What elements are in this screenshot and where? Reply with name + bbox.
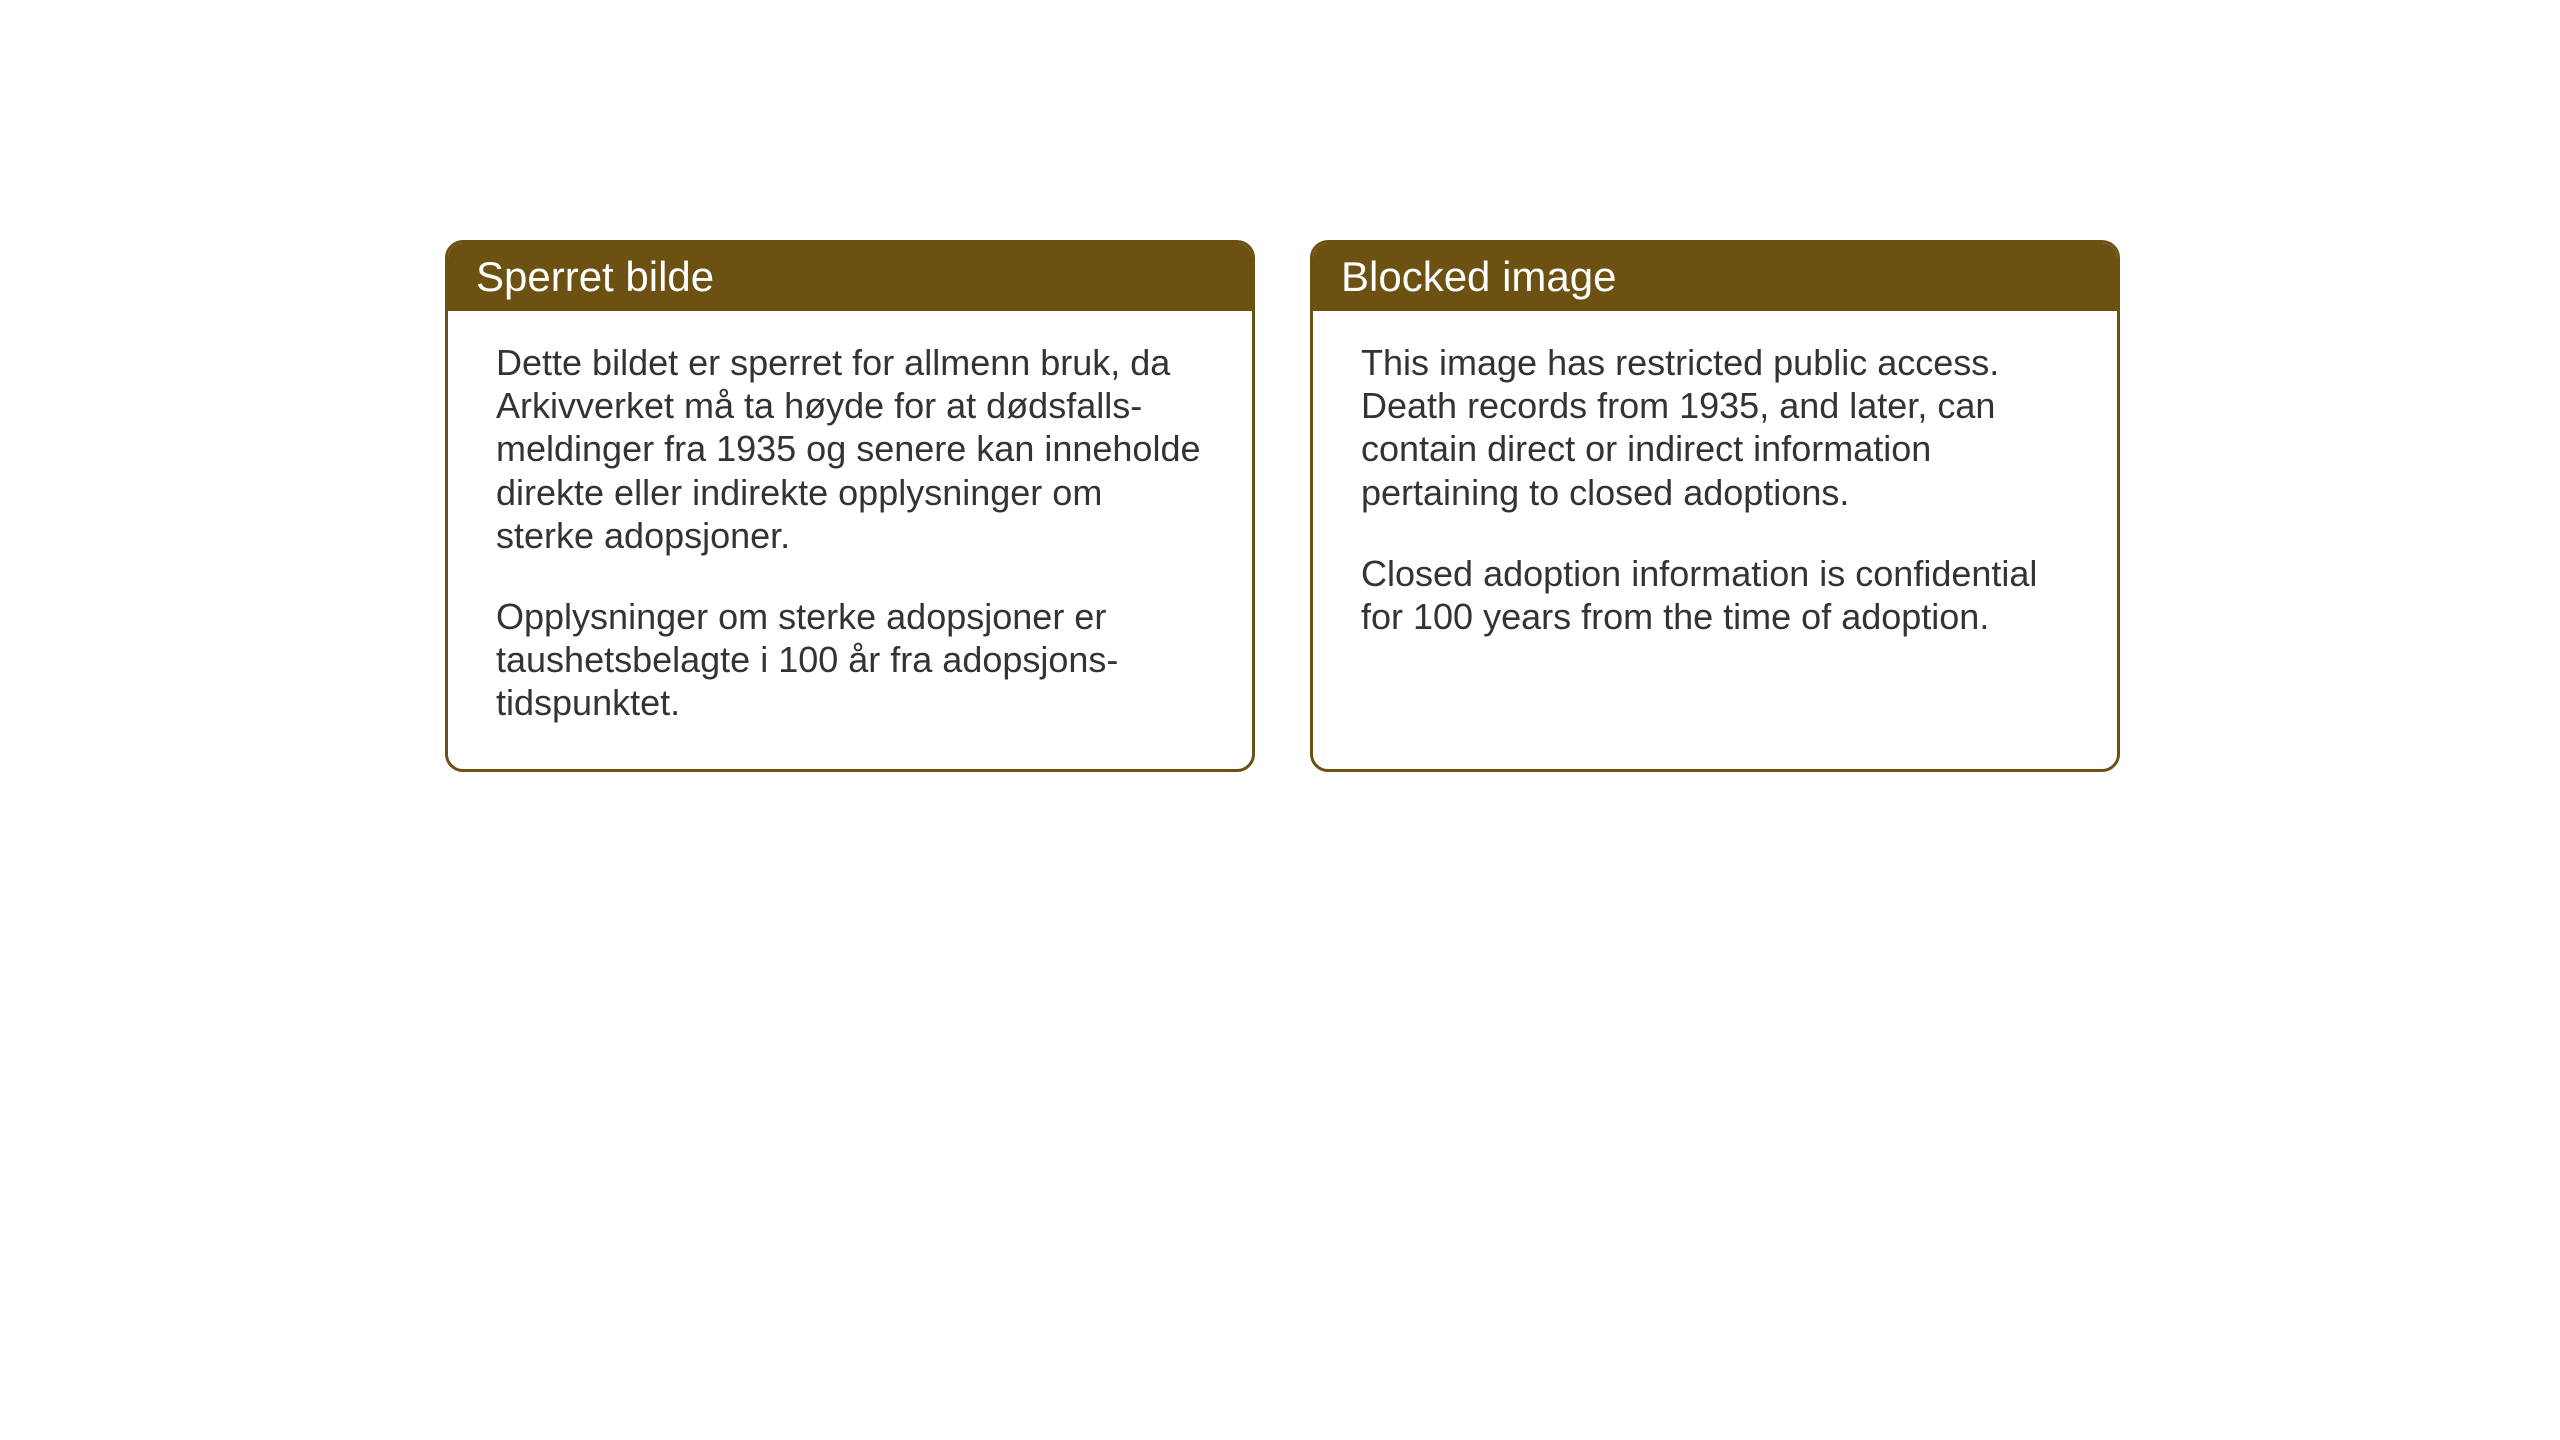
cards-container: Sperret bilde Dette bildet er sperret fo… <box>445 240 2560 772</box>
paragraph-1-english: This image has restricted public access.… <box>1361 341 2069 514</box>
card-english: Blocked image This image has restricted … <box>1310 240 2120 772</box>
card-header-english: Blocked image <box>1313 243 2117 311</box>
paragraph-2-english: Closed adoption information is confident… <box>1361 552 2069 638</box>
paragraph-1-norwegian: Dette bildet er sperret for allmenn bruk… <box>496 341 1204 557</box>
card-title-english: Blocked image <box>1341 253 1616 300</box>
paragraph-2-norwegian: Opplysninger om sterke adopsjoner er tau… <box>496 595 1204 725</box>
card-header-norwegian: Sperret bilde <box>448 243 1252 311</box>
card-norwegian: Sperret bilde Dette bildet er sperret fo… <box>445 240 1255 772</box>
card-title-norwegian: Sperret bilde <box>476 253 714 300</box>
card-body-norwegian: Dette bildet er sperret for allmenn bruk… <box>448 311 1252 769</box>
card-body-english: This image has restricted public access.… <box>1313 311 2117 682</box>
